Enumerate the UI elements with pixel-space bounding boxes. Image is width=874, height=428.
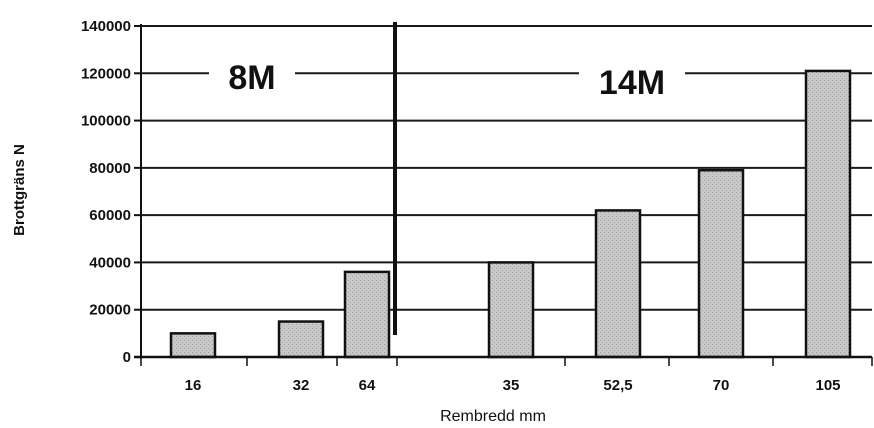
bar: [169, 332, 217, 359]
group-label: 8M: [228, 59, 275, 97]
x-tick-label: 52,5: [603, 377, 632, 394]
bar: [594, 209, 642, 359]
y-tick-label: 80000: [89, 160, 131, 177]
x-tick-label: 64: [359, 377, 376, 394]
y-tick-label: 40000: [89, 254, 131, 271]
bar: [487, 261, 535, 359]
y-tick-label: 140000: [81, 18, 131, 35]
x-axis-label: Rembredd mm: [440, 408, 546, 425]
y-axis-label: Brottgräns N: [11, 144, 28, 236]
bar: [343, 270, 391, 359]
bars: [169, 69, 852, 359]
y-tick-label: 20000: [89, 302, 131, 319]
y-tick-label: 60000: [89, 207, 131, 224]
y-tick-labels: 0 20000 40000 60000 80000 100000 120000 140000: [81, 18, 131, 366]
x-tick-label: 16: [185, 377, 202, 394]
x-tick-label: 105: [815, 377, 840, 394]
x-tick-label: 70: [713, 377, 730, 394]
bar: [804, 69, 852, 359]
group-label: 14M: [599, 64, 665, 102]
bar: [277, 320, 325, 359]
x-tick-labels: 16 32 64 35 52,5 70 105: [185, 377, 841, 394]
y-tick-label: 120000: [81, 65, 131, 82]
y-tick-label: 0: [123, 349, 131, 366]
x-tick-label: 32: [293, 377, 310, 394]
bar: [697, 168, 745, 359]
axes: [134, 22, 873, 366]
y-tick-label: 100000: [81, 113, 131, 130]
group-label-background: [209, 59, 295, 95]
x-tick-label: 35: [503, 377, 520, 394]
group-label-background: [579, 64, 685, 100]
group-labels: 8M 14M: [209, 59, 685, 102]
